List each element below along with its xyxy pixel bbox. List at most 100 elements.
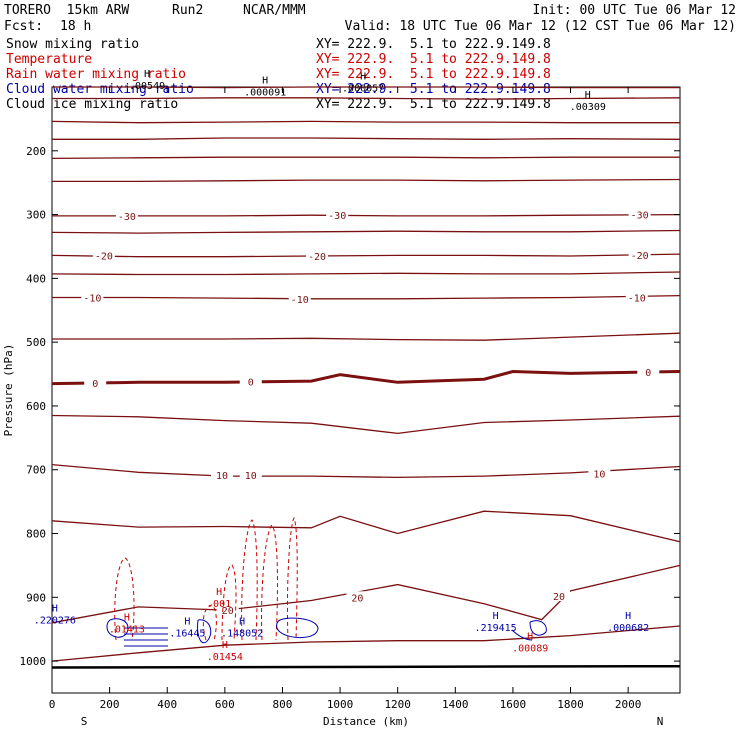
isotherm-line: [52, 97, 681, 100]
temperature-label: -10: [83, 294, 101, 305]
label-backdrop: [239, 468, 262, 480]
temperature-label: 20: [351, 593, 363, 604]
extremum-flag: H: [360, 72, 366, 83]
legend-field-name: Rain water mixing ratio: [6, 67, 186, 82]
x-tick-label: 400: [157, 698, 177, 711]
label-backdrop: [84, 376, 107, 388]
legend-field-name: Snow mixing ratio: [6, 37, 139, 52]
surface-line: [51, 664, 681, 669]
rain-contour: [221, 564, 237, 641]
x-tick-label: 1400: [442, 698, 469, 711]
isotherm-line: [52, 137, 681, 140]
x-tick-label: 200: [100, 698, 120, 711]
forecast-label: Fcst:: [4, 19, 43, 34]
extremum-value: .01454: [207, 652, 243, 663]
temperature-label: 0: [645, 368, 651, 379]
field-legend: Snow mixing ratio XY= 222.9. 5.1 to 222.9…: [6, 37, 551, 112]
extremum-value: .16445: [169, 628, 205, 639]
rain-contour: [286, 516, 298, 641]
legend-field-xy: XY= 222.9. 5.1 to 222.9.149.8: [316, 97, 551, 112]
temperature-isotherms: [51, 86, 681, 669]
isotherm-line: [52, 213, 681, 217]
y-tick-label: 900: [26, 591, 46, 604]
cloud-water-contours: [106, 617, 547, 647]
rain-contour: [114, 557, 135, 641]
extremum-value: .00309: [570, 102, 606, 113]
extremum-flag: H: [216, 587, 222, 598]
x-tick-label: 600: [215, 698, 235, 711]
isotherm-line: [51, 463, 681, 479]
isotherm-line: [51, 414, 681, 435]
extremum-value: .000682: [607, 623, 649, 634]
x-tick-label: 2000: [615, 698, 642, 711]
temperature-label: -10: [628, 294, 646, 305]
extremum-value: .148052: [221, 628, 263, 639]
extremum-flag: H: [52, 604, 58, 615]
label-backdrop: [210, 468, 233, 480]
isotherm-line: [51, 156, 680, 160]
y-tick-label: 700: [26, 464, 46, 477]
label-backdrop: [81, 291, 104, 303]
model-title: TORERO 15km ARW: [4, 3, 129, 18]
y-tick-label: 500: [26, 336, 46, 349]
cloud-contour: [106, 618, 129, 638]
extremum-value: .220276: [34, 616, 76, 627]
extremum-value: .001: [207, 599, 231, 610]
isotherm-line: [51, 229, 681, 234]
rain-water-contours: [114, 516, 298, 641]
extremum-flag: H: [625, 611, 631, 622]
extremum-flag: H: [239, 616, 245, 627]
temperature-labels: -30 -30 -30 -20 -20 -20 -10 -10 -10 0 0 0 10 10 10 20 20…: [81, 208, 660, 617]
x-axis-left-endpoint: S: [81, 715, 88, 728]
legend-field-name: Cloud water mixing ratio: [6, 82, 194, 97]
extremum-flag: H: [222, 640, 228, 651]
x-tick-label: 0: [49, 698, 56, 711]
forecast-hour: 18 h: [60, 19, 91, 34]
extremum-flag: H: [124, 612, 130, 623]
y-tick-label: 300: [26, 209, 46, 222]
y-tick-label: 200: [26, 145, 46, 158]
valid-time: Valid: 18 UTC Tue 06 Mar 12 (12 CST Tue …: [345, 19, 736, 34]
label-backdrop: [628, 248, 651, 260]
y-axis-label: Pressure (hPa): [2, 344, 15, 437]
legend-field-name: Cloud ice mixing ratio: [6, 97, 178, 112]
label-backdrop: [548, 590, 571, 602]
x-tick-label: 1200: [384, 698, 411, 711]
label-backdrop: [326, 209, 349, 221]
x-tick-label: 1800: [557, 698, 584, 711]
run-label: Run2: [172, 3, 203, 18]
temperature-label: -20: [631, 251, 649, 262]
temperature-label: 0: [248, 378, 254, 389]
temperature-label: 10: [216, 471, 228, 482]
isotherm-line: [51, 120, 680, 124]
x-axis-label: Distance (km): [323, 715, 409, 728]
temperature-label: -30: [328, 211, 346, 222]
temperature-label: -10: [291, 295, 309, 306]
x-axis-right-endpoint: N: [657, 715, 664, 728]
legend-field-xy: XY= 222.9. 5.1 to 222.9.149.8: [316, 37, 551, 52]
y-tick-label: 400: [26, 272, 46, 285]
label-backdrop: [637, 366, 660, 378]
label-backdrop: [346, 591, 369, 603]
isotherm-line: [52, 86, 680, 89]
label-backdrop: [216, 604, 239, 616]
isotherm-line: [52, 178, 681, 183]
isotherm-line: [51, 369, 681, 386]
temperature-label: -20: [308, 252, 326, 263]
extremum-flag: H: [585, 90, 591, 101]
legend-field-xy: XY= 222.9. 5.1 to 222.9.149.8: [316, 67, 551, 82]
extremum-flag: H: [144, 69, 150, 80]
temperature-label: 10: [593, 470, 605, 481]
temperature-label: 0: [92, 379, 98, 390]
label-backdrop: [306, 250, 329, 262]
isotherm-line: [52, 332, 681, 341]
rain-contour: [202, 604, 217, 641]
isotherm-line: [51, 625, 681, 662]
cloud-contour: [276, 617, 319, 638]
y-tick-label: 600: [26, 400, 46, 413]
rain-contour: [241, 519, 258, 641]
